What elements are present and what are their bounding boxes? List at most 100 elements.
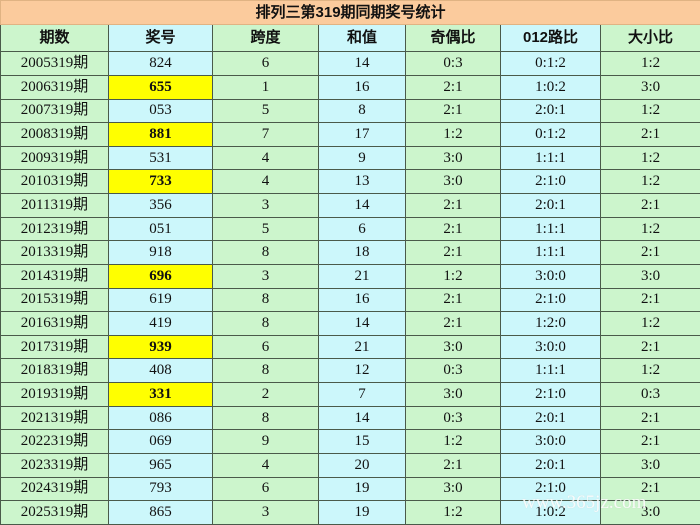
cell-road012: 3:0:0 — [500, 263, 601, 289]
cell-oddeven: 3:0 — [405, 476, 501, 502]
table-row: 2012319期 051 5 6 2:1 1:1:1 1:2 — [0, 216, 700, 242]
cell-bigsmall: 2:1 — [599, 193, 700, 218]
cell-prize: 053 — [108, 98, 213, 124]
cell-period: 2019319期 — [0, 382, 109, 407]
cell-oddeven: 2:1 — [405, 311, 501, 336]
cell-oddeven: 2:1 — [405, 98, 501, 124]
cell-oddeven: 0:3 — [405, 405, 501, 431]
cell-bigsmall: 1:2 — [599, 98, 700, 124]
cell-period: 2025319期 — [0, 500, 109, 525]
cell-sum: 14 — [318, 193, 406, 218]
cell-span: 8 — [212, 287, 319, 313]
cell-span: 6 — [212, 476, 319, 502]
cell-sum: 15 — [318, 429, 406, 454]
cell-span: 4 — [212, 452, 319, 478]
cell-period: 2014319期 — [0, 263, 109, 289]
column-header-row: 期数 奖号 跨度 和值 奇偶比 012路比 大小比 — [0, 23, 700, 53]
cell-bigsmall: 3:0 — [599, 263, 700, 289]
cell-span: 2 — [212, 382, 319, 407]
cell-period: 2023319期 — [0, 452, 109, 478]
cell-span: 7 — [212, 122, 319, 147]
cell-oddeven: 3:0 — [405, 334, 501, 360]
cell-road012: 0:1:2 — [500, 51, 601, 76]
cell-prize: 419 — [108, 311, 213, 336]
cell-sum: 20 — [318, 452, 406, 478]
cell-period: 2010319期 — [0, 169, 109, 195]
column-header-span: 跨度 — [212, 23, 319, 53]
table-row: 2014319期 696 3 21 1:2 3:0:0 3:0 — [0, 263, 700, 289]
cell-sum: 18 — [318, 240, 406, 265]
cell-road012: 2:1:0 — [500, 476, 601, 502]
cell-span: 4 — [212, 169, 319, 195]
cell-prize: 086 — [108, 405, 213, 431]
cell-bigsmall: 2:1 — [599, 476, 700, 502]
cell-oddeven: 2:1 — [405, 287, 501, 313]
cell-bigsmall: 2:1 — [599, 287, 700, 313]
cell-prize: 331 — [108, 382, 213, 407]
cell-bigsmall: 2:1 — [599, 240, 700, 265]
table-row: 2008319期 881 7 17 1:2 0:1:2 2:1 — [0, 122, 700, 147]
cell-road012: 2:0:1 — [500, 405, 601, 431]
cell-span: 1 — [212, 74, 319, 100]
cell-span: 3 — [212, 193, 319, 218]
cell-prize: 881 — [108, 122, 213, 147]
cell-bigsmall: 0:3 — [599, 382, 700, 407]
cell-road012: 1:1:1 — [500, 358, 601, 384]
cell-sum: 14 — [318, 51, 406, 76]
cell-sum: 14 — [318, 405, 406, 431]
cell-prize: 918 — [108, 240, 213, 265]
cell-prize: 965 — [108, 452, 213, 478]
cell-period: 2011319期 — [0, 193, 109, 218]
cell-road012: 2:0:1 — [500, 452, 601, 478]
cell-bigsmall: 1:2 — [599, 169, 700, 195]
cell-oddeven: 3:0 — [405, 169, 501, 195]
cell-span: 8 — [212, 240, 319, 265]
cell-road012: 0:1:2 — [500, 122, 601, 147]
cell-bigsmall: 1:2 — [599, 358, 700, 384]
cell-span: 9 — [212, 429, 319, 454]
cell-oddeven: 3:0 — [405, 382, 501, 407]
cell-sum: 21 — [318, 334, 406, 360]
column-header-sum: 和值 — [318, 23, 406, 53]
cell-road012: 1:0:2 — [500, 500, 601, 525]
cell-bigsmall: 2:1 — [599, 429, 700, 454]
cell-span: 6 — [212, 51, 319, 76]
cell-period: 2021319期 — [0, 405, 109, 431]
cell-period: 2013319期 — [0, 240, 109, 265]
cell-span: 6 — [212, 334, 319, 360]
cell-period: 2016319期 — [0, 311, 109, 336]
cell-span: 8 — [212, 311, 319, 336]
cell-period: 2018319期 — [0, 358, 109, 384]
cell-road012: 1:1:1 — [500, 145, 601, 171]
cell-span: 5 — [212, 98, 319, 124]
cell-road012: 2:0:1 — [500, 98, 601, 124]
cell-period: 2015319期 — [0, 287, 109, 313]
cell-road012: 1:1:1 — [500, 240, 601, 265]
column-header-prize: 奖号 — [108, 23, 213, 53]
cell-period: 2007319期 — [0, 98, 109, 124]
cell-oddeven: 0:3 — [405, 51, 501, 76]
cell-oddeven: 1:2 — [405, 500, 501, 525]
cell-period: 2024319期 — [0, 476, 109, 502]
cell-oddeven: 2:1 — [405, 193, 501, 218]
table-row: 2017319期 939 6 21 3:0 3:0:0 2:1 — [0, 334, 700, 360]
cell-bigsmall: 1:2 — [599, 145, 700, 171]
cell-oddeven: 1:2 — [405, 122, 501, 147]
cell-road012: 1:1:1 — [500, 216, 601, 242]
cell-period: 2008319期 — [0, 122, 109, 147]
cell-prize: 051 — [108, 216, 213, 242]
cell-prize: 619 — [108, 287, 213, 313]
cell-period: 2009319期 — [0, 145, 109, 171]
cell-span: 5 — [212, 216, 319, 242]
cell-sum: 6 — [318, 216, 406, 242]
cell-bigsmall: 2:1 — [599, 122, 700, 147]
cell-bigsmall: 3:0 — [599, 500, 700, 525]
cell-sum: 16 — [318, 287, 406, 313]
cell-sum: 19 — [318, 476, 406, 502]
cell-period: 2012319期 — [0, 216, 109, 242]
column-header-period: 期数 — [0, 23, 109, 53]
table-row: 2025319期 865 3 19 1:2 1:0:2 3:0 — [0, 500, 700, 525]
cell-prize: 939 — [108, 334, 213, 360]
table-row: 2011319期 356 3 14 2:1 2:0:1 2:1 — [0, 193, 700, 218]
cell-span: 3 — [212, 500, 319, 525]
